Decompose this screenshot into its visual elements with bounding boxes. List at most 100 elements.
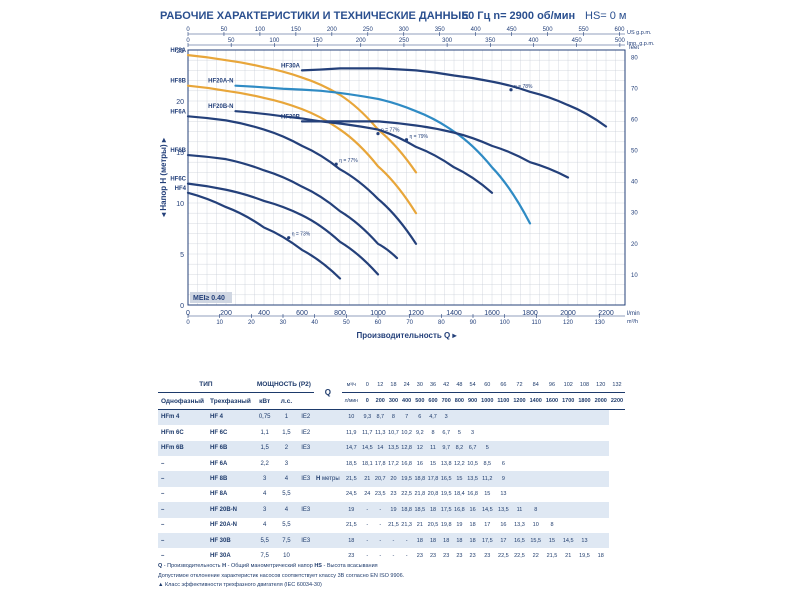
- curve-label-hf6b: HF6B: [170, 148, 186, 154]
- efficiency-label: η = 78%: [514, 84, 533, 90]
- unit-m3h: м³/ч: [341, 377, 361, 394]
- power-kw: 1,1: [260, 429, 269, 436]
- head-value: -: [360, 502, 374, 518]
- efficiency-label: η = 77%: [339, 158, 358, 164]
- head-value: [544, 456, 560, 471]
- q-header: Q: [313, 377, 342, 410]
- three-phase-model: HF 6B: [207, 440, 254, 456]
- head-value: 22,5: [498, 552, 509, 559]
- head-value: 17: [484, 522, 491, 529]
- head-value: 13: [500, 491, 507, 498]
- head-value: [576, 409, 593, 426]
- imp-gpm-tick-label: 250: [399, 38, 410, 44]
- head-value: 21,5: [341, 471, 361, 487]
- footnotes: Q - Производительность H - Общий маномет…: [158, 562, 404, 591]
- note-hs-text: - Высота всасывания: [321, 563, 378, 569]
- head-value: [528, 425, 544, 440]
- feet-tick-label: 80: [631, 55, 638, 61]
- head-value: 12,2: [454, 460, 465, 467]
- head-value: 11,9: [346, 429, 357, 436]
- head-value: [576, 440, 593, 456]
- head-value: 23: [443, 552, 450, 559]
- m3h-tick-label: 120: [563, 320, 574, 326]
- head-value: [495, 440, 512, 456]
- head-value: 10,2: [401, 429, 412, 436]
- table-row: HFm 4 HF 4 0,75 1 IE2 10 9,3 8,7 8 7 6 4,7 3: [158, 409, 625, 426]
- head-value: -: [392, 552, 395, 559]
- h-label-cell: [314, 487, 342, 502]
- head-value: [560, 502, 577, 518]
- head-value: [560, 456, 576, 471]
- m3h-tick-label: 30: [280, 320, 287, 326]
- q-lmin-header: 1200: [511, 392, 528, 410]
- head-value: 19,5: [440, 491, 452, 498]
- head-value: 10: [532, 522, 539, 529]
- power-kw: 2,2: [260, 460, 269, 467]
- head-value: [576, 425, 592, 440]
- m3h-tick-label: 100: [500, 320, 511, 326]
- us-gpm-tick-label: 350: [435, 27, 446, 33]
- three-phase-model: HF 30A: [210, 552, 231, 559]
- m3h-tick-label: 40: [311, 320, 318, 326]
- us-gpm-tick-label: 250: [363, 27, 374, 33]
- us-gpm-tick-label: 400: [471, 27, 482, 33]
- head-value: 12,8: [400, 440, 414, 456]
- head-value: 13,5: [495, 502, 512, 518]
- head-value: 19: [456, 522, 463, 529]
- note-q: Q: [158, 563, 163, 569]
- head-value: [527, 471, 544, 487]
- q-m3h-header: 60: [479, 377, 496, 394]
- head-value: 18: [426, 502, 440, 518]
- head-value: [592, 471, 609, 487]
- q-m3h-header: 96: [543, 377, 561, 394]
- head-value: 23: [456, 552, 463, 559]
- head-value: -: [373, 502, 387, 518]
- head-value: 16,5: [511, 532, 528, 549]
- h-label-cell: [313, 409, 342, 426]
- footnote-legend: Q - Производительность H - Общий маномет…: [158, 562, 404, 572]
- feet-unit: feet: [629, 45, 639, 51]
- power-hp: 1: [275, 409, 298, 426]
- imp-gpm-tick-label: 50: [228, 38, 235, 44]
- table-row: – HF 8B 3 4 IE3 H метры 21,5 21 20,7 20 19,5 18,8 17…: [158, 471, 625, 487]
- x-tick-label: 800: [334, 310, 346, 317]
- three-phase-model: HF 20A-N: [210, 522, 238, 529]
- head-value: 18,5: [413, 502, 427, 518]
- q-m3h-header: 12: [373, 377, 387, 394]
- y-tick-label: 25: [176, 48, 184, 55]
- note-hs: HS: [314, 563, 322, 569]
- table-row: – HF 6A 2,2 3 18,5 18,1 17,8 17,2 16,8 16 15 13,8 12…: [158, 456, 625, 471]
- power-kw: 3: [253, 471, 276, 487]
- us-gpm-tick-label: 200: [327, 27, 338, 33]
- mei-badge-bg: [190, 292, 232, 303]
- q-lmin-header: 700: [439, 392, 453, 410]
- curve-hf6c: [186, 182, 380, 276]
- head-value: 6,7: [465, 440, 480, 456]
- frequency-speed-label: 50 Гц n= 2900 об/мин: [462, 10, 576, 22]
- head-value: 13,5: [465, 471, 480, 487]
- head-value: [576, 471, 593, 487]
- head-value: [593, 456, 609, 471]
- x-tick-label: 2000: [560, 310, 576, 317]
- curve-hf6b: [186, 153, 399, 260]
- head-value: 18,8: [400, 502, 414, 518]
- head-value: 6,7: [442, 429, 451, 436]
- ie-class: IE2: [297, 409, 314, 426]
- single-phase-model: –: [161, 491, 165, 498]
- imp-gpm-tick-label: 350: [485, 38, 496, 44]
- q-lmin-header: 400: [400, 392, 414, 410]
- head-value: 13: [576, 532, 593, 549]
- head-value: [527, 440, 544, 456]
- m3h-tick-label: 80: [438, 320, 445, 326]
- head-value: 6: [501, 460, 505, 467]
- head-value: 21: [565, 552, 572, 559]
- imp-gpm-tick-label: 400: [528, 38, 539, 44]
- q-lmin-header: 500: [413, 392, 427, 410]
- table-row: – HF 8A 4 5,5 24,5 24 23,5 23 22,5 21,8 20,8 19,5 18…: [158, 487, 625, 502]
- head-value: [560, 425, 576, 440]
- head-value: 7: [400, 409, 414, 426]
- three-phase-model: HF 8A: [210, 491, 228, 498]
- ie-class: [297, 518, 314, 533]
- ie-class: [297, 487, 314, 502]
- head-value: 8: [527, 502, 544, 518]
